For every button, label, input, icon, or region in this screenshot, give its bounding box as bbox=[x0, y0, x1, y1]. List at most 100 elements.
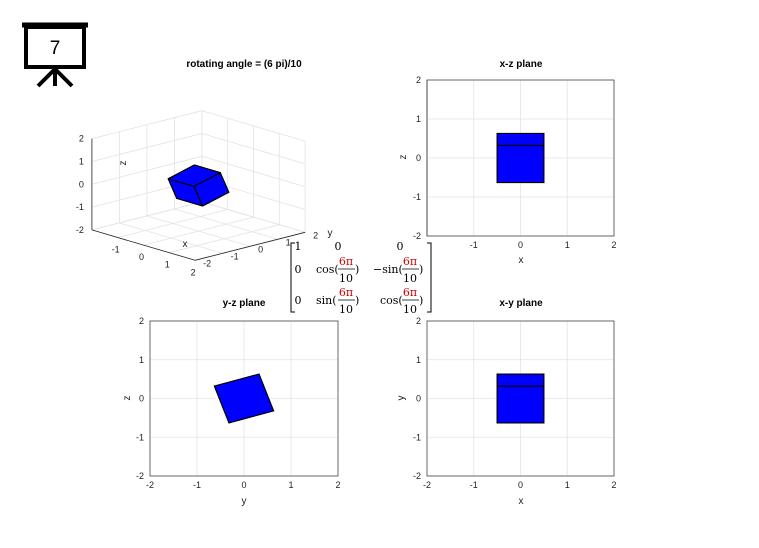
close-paren: ) bbox=[419, 263, 423, 276]
neg-sin-prefix: −sin( bbox=[373, 263, 403, 276]
tick-label-x-3d: 1 bbox=[165, 260, 170, 270]
subplot-yz-plane: -2 -1 0 1 2 -2 -1 0 1 2 y-z plane y z bbox=[122, 298, 341, 507]
tick-label-y-3d: -1 bbox=[231, 251, 239, 261]
chart-title-yz: y-z plane bbox=[223, 298, 266, 309]
tick-label-x: 0 bbox=[241, 480, 246, 490]
matrix-r1c3: 0 bbox=[397, 240, 404, 253]
close-paren: ) bbox=[355, 263, 359, 276]
axis-label-y-yz: z bbox=[122, 396, 133, 401]
cube-projection-face bbox=[496, 373, 545, 424]
matrix-r3c2: sin( 6π 10 ) bbox=[316, 286, 359, 316]
axes-frame bbox=[149, 320, 339, 477]
grid-line-back-wall bbox=[201, 155, 306, 188]
frac-denominator: 10 bbox=[403, 272, 417, 285]
grid-line-floor bbox=[174, 208, 278, 240]
slide-presentation-icon[interactable]: 7 bbox=[22, 22, 88, 88]
sin-prefix: sin( bbox=[316, 294, 337, 307]
tick-label-y: -1 bbox=[136, 432, 144, 442]
grid-line-side-wall bbox=[91, 110, 202, 140]
tick-label-y: 0 bbox=[139, 394, 144, 404]
matrix-right-bracket bbox=[427, 242, 432, 313]
tick-label-y: 1 bbox=[139, 355, 144, 365]
cos-prefix: cos( bbox=[380, 294, 403, 307]
axis-label-x-xz: x bbox=[519, 255, 524, 266]
tick-label-y: 2 bbox=[416, 75, 421, 85]
grid-line-back-wall bbox=[201, 110, 306, 142]
tick-label-z-3d: 0 bbox=[79, 179, 84, 189]
tick-label-x: -1 bbox=[470, 480, 478, 490]
frac-denominator: 10 bbox=[339, 303, 353, 316]
grid-line-floor bbox=[201, 201, 306, 233]
frac-numerator: 6π bbox=[403, 286, 417, 299]
slide-number: 7 bbox=[50, 38, 61, 59]
tick-label-y-3d: 2 bbox=[313, 230, 318, 240]
axis-label-z-3d: z bbox=[118, 161, 129, 166]
tick-label-z-3d: 1 bbox=[79, 157, 84, 167]
matrix-r1c2: 0 bbox=[335, 240, 342, 253]
tick-label-x: -1 bbox=[193, 480, 201, 490]
frac-numerator: 6π bbox=[339, 286, 353, 299]
tick-label-x-3d: 2 bbox=[191, 267, 196, 277]
matrix-r2c2: cos( 6π 10 ) bbox=[316, 255, 359, 285]
chart-title-xy: x-y plane bbox=[499, 298, 543, 309]
grid-3d bbox=[91, 110, 306, 261]
tick-label-x: 2 bbox=[335, 480, 340, 490]
axis-label-x-3d: x bbox=[183, 239, 188, 250]
tick-label-y-3d: 1 bbox=[286, 237, 291, 247]
tick-label-y: -2 bbox=[413, 471, 421, 481]
chart-title-xz: x-z plane bbox=[500, 59, 543, 70]
frac-numerator: 6π bbox=[403, 255, 417, 268]
axes-frame bbox=[426, 79, 615, 237]
close-paren: ) bbox=[355, 294, 359, 307]
tick-label-x-3d: -1 bbox=[112, 245, 120, 255]
tick-label-y: -1 bbox=[413, 432, 421, 442]
tick-label-y: -2 bbox=[136, 471, 144, 481]
matrix-r3c1: 0 bbox=[295, 294, 302, 307]
tick-label-y: 0 bbox=[416, 394, 421, 404]
matrix-left-bracket bbox=[290, 242, 295, 313]
tick-label-z-3d: -2 bbox=[76, 225, 84, 235]
cube-projection-face bbox=[213, 373, 275, 424]
frac-denominator: 10 bbox=[339, 272, 353, 285]
tick-label-x: -2 bbox=[146, 480, 154, 490]
tick-label-y-3d: 0 bbox=[258, 244, 263, 254]
subplot-xy-plane: -2 -1 0 1 2 -2 -1 0 1 2 x-y plane x y bbox=[396, 298, 617, 507]
matrix-r2c1: 0 bbox=[295, 263, 302, 276]
close-paren: ) bbox=[419, 294, 423, 307]
cos-prefix: cos( bbox=[316, 263, 339, 276]
tick-label-x-3d: 0 bbox=[139, 252, 144, 262]
tick-label-z-3d: 2 bbox=[79, 134, 84, 144]
frac-denominator: 10 bbox=[403, 303, 417, 316]
axis-label-y-3d: y bbox=[328, 228, 333, 239]
matrix-r1c1: 1 bbox=[295, 240, 302, 253]
axis-label-x-xy: x bbox=[519, 496, 524, 507]
axis-line-x bbox=[91, 229, 196, 261]
axis-label-y-xz: z bbox=[398, 155, 409, 160]
subplot-xz-plane: -1 0 1 2 -2 -1 0 1 2 x-z plane x z bbox=[398, 59, 617, 266]
tick-label-y: 2 bbox=[416, 316, 421, 326]
tick-label-x: -2 bbox=[423, 480, 431, 490]
tick-label-y: 1 bbox=[416, 114, 421, 124]
tick-label-x: 0 bbox=[518, 480, 523, 490]
axis-line-y bbox=[195, 231, 306, 261]
subplot-3d-view: rotating angle = (6 pi)/10 -1012-2-1012-… bbox=[76, 59, 333, 277]
tick-labels-3d: -1 0 1 2 -2 -1 0 1 2 -2 -1 0 1 2 bbox=[76, 134, 318, 278]
matrix-r3c3: cos( 6π 10 ) bbox=[380, 286, 423, 316]
axes-frame bbox=[426, 320, 615, 477]
tick-label-x: 2 bbox=[611, 240, 616, 250]
tick-label-x: 1 bbox=[565, 480, 570, 490]
tick-label-y-3d: -2 bbox=[203, 258, 211, 268]
frac-numerator: 6π bbox=[339, 255, 353, 268]
axis-label-x-yz: y bbox=[242, 496, 247, 507]
tick-label-x: 1 bbox=[565, 240, 570, 250]
tick-label-x: 2 bbox=[611, 480, 616, 490]
grid-line-back-wall bbox=[201, 133, 306, 165]
tick-label-z-3d: -1 bbox=[76, 202, 84, 212]
tick-label-x: 0 bbox=[518, 240, 523, 250]
cube-face bbox=[167, 164, 221, 187]
tick-label-y: 2 bbox=[139, 316, 144, 326]
tick-label-y: 0 bbox=[416, 153, 421, 163]
chart-title-3d: rotating angle = (6 pi)/10 bbox=[186, 59, 302, 70]
grid-line-floor bbox=[146, 215, 251, 247]
